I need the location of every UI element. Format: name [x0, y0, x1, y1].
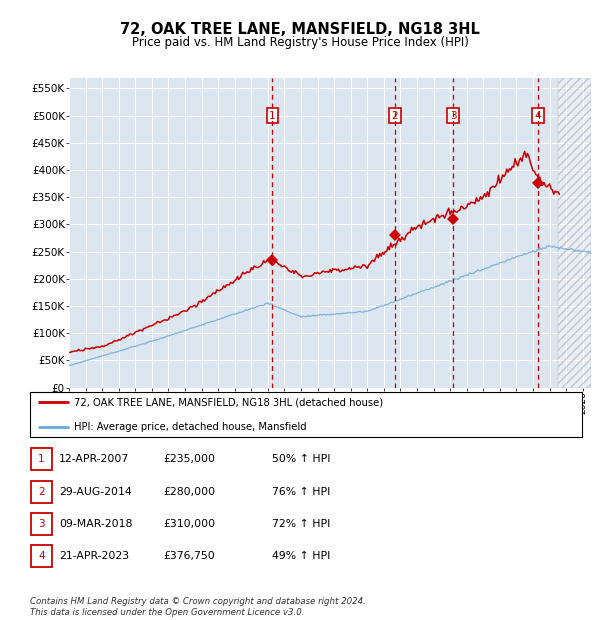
Text: 3: 3 — [38, 519, 45, 529]
FancyBboxPatch shape — [31, 513, 52, 535]
Text: 21-APR-2023: 21-APR-2023 — [59, 551, 129, 561]
Text: Contains HM Land Registry data © Crown copyright and database right 2024.
This d: Contains HM Land Registry data © Crown c… — [30, 598, 366, 617]
Text: HPI: Average price, detached house, Mansfield: HPI: Average price, detached house, Mans… — [74, 422, 307, 432]
Text: 2: 2 — [391, 110, 398, 120]
FancyBboxPatch shape — [31, 480, 52, 503]
Text: £310,000: £310,000 — [164, 519, 216, 529]
Text: 12-APR-2007: 12-APR-2007 — [59, 454, 129, 464]
Text: £235,000: £235,000 — [164, 454, 216, 464]
Text: 4: 4 — [535, 110, 541, 120]
Text: 76% ↑ HPI: 76% ↑ HPI — [272, 487, 330, 497]
Text: Price paid vs. HM Land Registry's House Price Index (HPI): Price paid vs. HM Land Registry's House … — [131, 36, 469, 49]
FancyBboxPatch shape — [31, 545, 52, 567]
Text: 3: 3 — [450, 110, 457, 120]
Text: £376,750: £376,750 — [164, 551, 215, 561]
Text: £280,000: £280,000 — [164, 487, 216, 497]
Bar — [558, 78, 591, 388]
FancyBboxPatch shape — [31, 448, 52, 471]
Bar — [558, 78, 591, 388]
Bar — [558, 78, 591, 388]
Text: 49% ↑ HPI: 49% ↑ HPI — [272, 551, 330, 561]
FancyBboxPatch shape — [30, 392, 582, 437]
Text: 72% ↑ HPI: 72% ↑ HPI — [272, 519, 330, 529]
Text: 4: 4 — [38, 551, 45, 561]
Text: 72, OAK TREE LANE, MANSFIELD, NG18 3HL (detached house): 72, OAK TREE LANE, MANSFIELD, NG18 3HL (… — [74, 397, 383, 407]
Text: 29-AUG-2014: 29-AUG-2014 — [59, 487, 131, 497]
Text: 09-MAR-2018: 09-MAR-2018 — [59, 519, 132, 529]
Text: 1: 1 — [38, 454, 45, 464]
Text: 50% ↑ HPI: 50% ↑ HPI — [272, 454, 330, 464]
Text: 1: 1 — [269, 110, 276, 120]
Text: 72, OAK TREE LANE, MANSFIELD, NG18 3HL: 72, OAK TREE LANE, MANSFIELD, NG18 3HL — [120, 22, 480, 37]
Text: 2: 2 — [38, 487, 45, 497]
